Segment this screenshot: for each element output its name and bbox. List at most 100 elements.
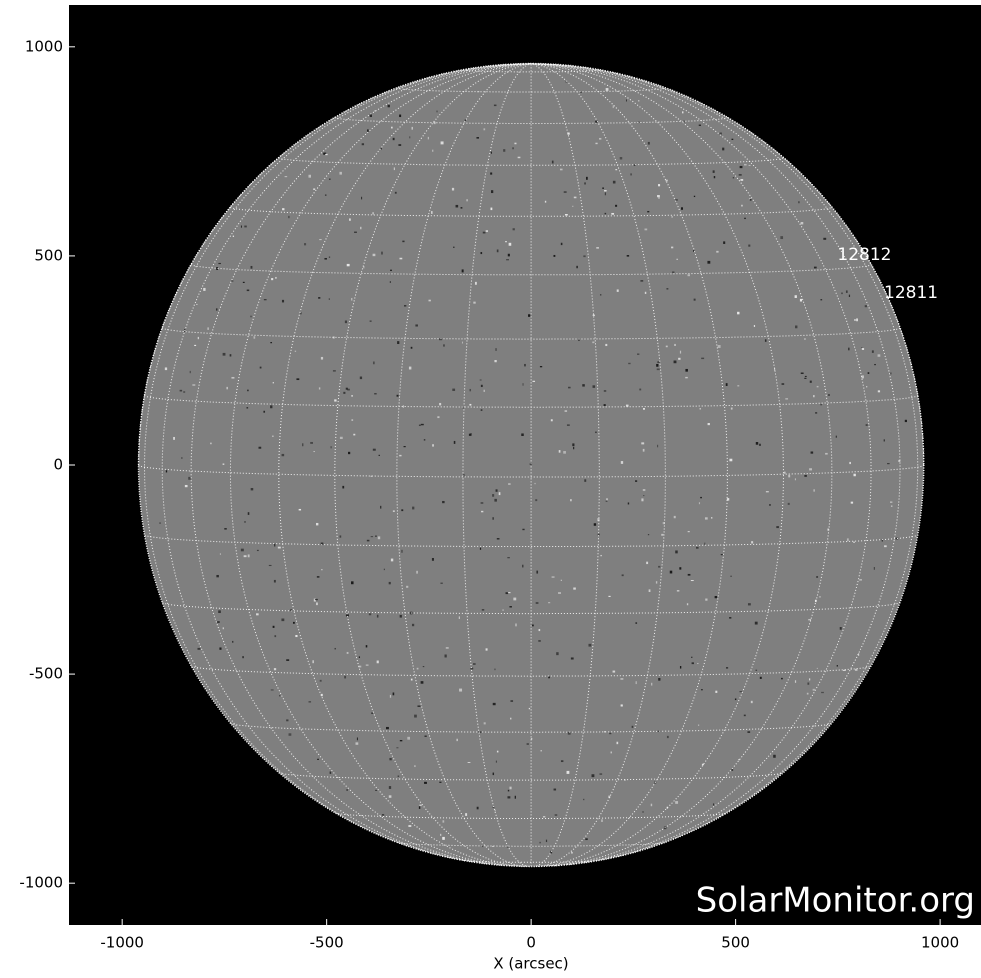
magnetic-feature <box>328 256 331 258</box>
magnetic-feature <box>665 179 668 182</box>
magnetic-feature <box>619 157 623 160</box>
magnetic-feature <box>845 290 848 293</box>
magnetic-feature <box>503 149 506 152</box>
magnetic-feature <box>390 269 392 272</box>
magnetic-feature <box>750 700 753 704</box>
magnetic-feature <box>809 380 812 383</box>
heliographic-grid <box>396 87 666 93</box>
magnetic-feature <box>480 384 483 388</box>
magnetic-feature <box>809 468 812 471</box>
magnetic-feature <box>550 419 553 422</box>
magnetic-feature <box>222 352 226 356</box>
magnetic-feature <box>539 841 541 844</box>
magnetic-feature <box>432 149 434 152</box>
magnetic-feature <box>551 160 554 164</box>
magnetic-feature <box>573 446 575 450</box>
magnetic-feature <box>179 389 183 392</box>
magnetic-feature <box>219 647 222 650</box>
magnetic-feature <box>597 533 600 536</box>
heliographic-grid <box>138 464 925 478</box>
magnetic-feature <box>584 479 587 482</box>
magnetic-feature <box>647 141 650 145</box>
magnetic-feature <box>256 549 259 552</box>
magnetic-feature <box>700 496 702 499</box>
magnetic-feature <box>585 176 588 180</box>
magnetic-feature <box>506 259 509 261</box>
magnetic-feature <box>641 442 645 445</box>
magnetic-feature <box>246 407 249 409</box>
solar-disk <box>138 63 924 867</box>
magnetic-feature <box>810 451 814 454</box>
magnetic-feature <box>286 659 290 661</box>
magnetic-feature <box>424 735 427 737</box>
magnetic-feature <box>298 508 302 511</box>
magnetic-feature <box>481 510 484 513</box>
heliographic-grid <box>531 63 901 865</box>
magnetic-feature <box>788 474 791 478</box>
magnetic-feature <box>383 568 385 571</box>
magnetic-feature <box>854 319 856 321</box>
magnetic-feature <box>637 353 640 355</box>
magnetic-feature <box>462 406 464 409</box>
magnetic-feature <box>391 126 393 129</box>
heliographic-grid <box>531 63 728 867</box>
magnetic-feature <box>816 576 819 578</box>
magnetic-feature <box>403 305 407 307</box>
magnetic-feature <box>603 390 607 392</box>
magnetic-feature <box>440 582 443 584</box>
magnetic-feature <box>657 195 660 198</box>
magnetic-feature <box>389 281 391 283</box>
magnetic-feature <box>715 690 718 693</box>
magnetic-feature <box>410 346 413 349</box>
magnetic-feature <box>492 517 494 520</box>
magnetic-feature <box>605 500 608 502</box>
magnetic-feature <box>396 394 399 397</box>
magnetic-feature <box>281 618 285 622</box>
heliographic-grid <box>396 63 532 867</box>
magnetic-feature <box>697 662 699 665</box>
magnetic-feature <box>583 255 586 258</box>
y-tick-label: 500 <box>34 246 63 264</box>
region-label: 12812 <box>837 245 891 265</box>
magnetic-feature <box>679 567 682 570</box>
magnetic-feature <box>375 789 378 791</box>
magnetic-feature <box>332 336 335 339</box>
magnetic-feature <box>642 448 645 452</box>
magnetic-feature <box>356 737 358 741</box>
magnetic-feature <box>825 452 828 455</box>
magnetic-feature <box>401 549 403 553</box>
magnetic-feature <box>620 678 624 680</box>
magnetic-feature <box>604 192 607 196</box>
magnetic-feature <box>314 598 318 601</box>
magnetic-feature <box>328 298 330 300</box>
magnetic-feature <box>376 660 379 664</box>
magnetic-feature <box>494 360 497 363</box>
magnetic-feature <box>585 838 588 841</box>
magnetic-feature <box>743 714 746 717</box>
magnetic-feature <box>528 707 531 710</box>
magnetic-feature <box>277 546 281 549</box>
magnetic-feature <box>244 521 246 523</box>
heliographic-grid <box>531 63 666 867</box>
magnetic-feature <box>558 450 561 453</box>
magnetic-feature <box>417 705 421 707</box>
magnetic-feature <box>286 719 289 722</box>
magnetic-feature <box>666 806 669 809</box>
magnetic-feature <box>509 606 512 608</box>
magnetic-feature <box>197 647 201 650</box>
magnetic-feature <box>566 770 570 774</box>
magnetic-feature <box>514 142 517 145</box>
magnetic-feature <box>482 231 486 234</box>
magnetic-feature <box>453 440 456 444</box>
magnetic-feature <box>381 814 385 816</box>
magnetic-feature <box>399 454 402 457</box>
magnetic-feature <box>498 492 501 496</box>
magnetic-feature <box>701 763 704 766</box>
magnetic-feature <box>773 754 776 758</box>
magnetic-feature <box>605 88 609 91</box>
magnetic-feature <box>821 691 824 694</box>
magnetic-feature <box>275 276 277 279</box>
magnetic-feature <box>691 662 694 665</box>
magnetic-feature <box>393 167 395 171</box>
magnetic-feature <box>366 539 370 542</box>
